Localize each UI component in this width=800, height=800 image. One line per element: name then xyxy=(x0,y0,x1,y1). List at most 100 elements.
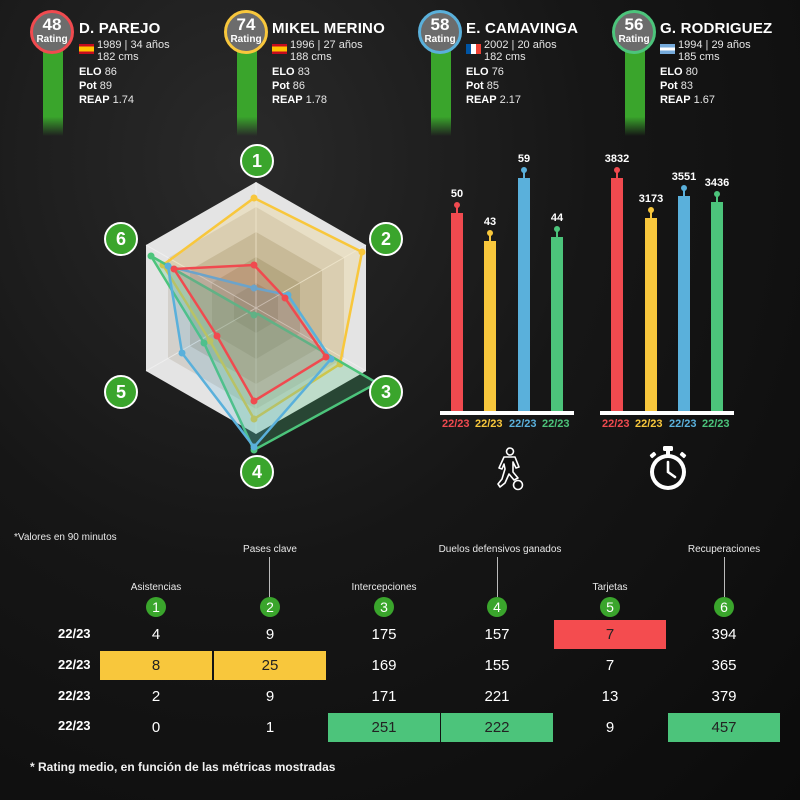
metric-2-badge: 2 xyxy=(260,597,280,617)
table-cell-highlight: 222 xyxy=(441,713,553,742)
player-name: D. PAREJO xyxy=(79,20,161,37)
table-cell-highlight: 251 xyxy=(328,713,440,742)
footer-note: * Rating medio, en función de las métric… xyxy=(30,760,336,774)
stopwatch-icon xyxy=(649,446,687,490)
connector-line xyxy=(497,557,498,597)
reap-stat: REAP 1.74 xyxy=(79,94,135,106)
table-cell: 9 xyxy=(605,719,615,736)
season-label: 22/23 xyxy=(635,418,663,430)
bar-value: 59 xyxy=(517,153,531,165)
table-cell-highlight: 8 xyxy=(100,651,212,680)
bar-value: 44 xyxy=(550,212,564,224)
rating-label: Rating xyxy=(36,34,68,45)
per90-note: *Valores en 90 minutos xyxy=(14,532,117,543)
rating-badge: 74 Rating xyxy=(224,10,268,54)
metric-3-badge: 3 xyxy=(374,597,394,617)
connector-line xyxy=(724,557,725,597)
metric-label-pases-clave: Pases clave xyxy=(243,544,297,555)
player-bio: 2002 | 20 años 182 cms xyxy=(484,39,557,63)
radar-axis-3-badge: 3 xyxy=(369,375,403,409)
rating-bar xyxy=(237,40,257,136)
radar-series-camavinga xyxy=(164,262,335,451)
x-axis-line xyxy=(600,411,734,415)
player-card-camavinga: 58 Rating E. CAMAVINGA 2002 | 20 años 182… xyxy=(418,0,608,140)
metric-4-badge: 4 xyxy=(487,597,507,617)
metric-6-badge: 6 xyxy=(714,597,734,617)
rating-label: Rating xyxy=(618,34,650,45)
rating-bar xyxy=(43,40,63,136)
table-cell: 1 xyxy=(265,719,275,736)
radar-axis-2-badge: 2 xyxy=(369,222,403,256)
table-cell: 171 xyxy=(371,688,397,705)
rating-value: 48 xyxy=(42,15,62,34)
season-label: 22/23 xyxy=(702,418,730,430)
pot-stat: Pot 83 xyxy=(660,80,694,92)
table-cell: 2 xyxy=(151,688,161,705)
table-cell: 365 xyxy=(711,657,737,674)
table-cell-highlight: 7 xyxy=(554,620,666,649)
rating-badge: 48 Rating xyxy=(30,10,74,54)
table-cell: 157 xyxy=(484,626,510,643)
season-label: 22/23 xyxy=(542,418,570,430)
reap-stat: REAP 1.67 xyxy=(660,94,716,106)
player-card-rodriguez: 56 Rating G. RODRIGUEZ 1994 | 29 años 185… xyxy=(612,0,800,140)
row-season: 22/23 xyxy=(58,657,91,672)
metric-label-tarjetas: Tarjetas xyxy=(592,582,628,593)
connector-line xyxy=(269,557,270,597)
radar-axis-4-badge: 4 xyxy=(240,455,274,489)
player-card-merino: 74 Rating MIKEL MERINO 1996 | 27 años 188… xyxy=(224,0,414,140)
table-cell: 379 xyxy=(711,688,737,705)
metric-label-recuperaciones: Recuperaciones xyxy=(687,544,761,555)
player-name: MIKEL MERINO xyxy=(272,20,385,37)
pot-stat: Pot 85 xyxy=(466,80,500,92)
rating-value: 56 xyxy=(624,15,644,34)
table-cell-highlight: 457 xyxy=(668,713,780,742)
elo-stat: ELO 76 xyxy=(466,66,504,78)
pot-stat: Pot 86 xyxy=(272,80,306,92)
rating-label: Rating xyxy=(424,34,456,45)
bar-camavinga xyxy=(518,178,530,411)
radar-series-parejo xyxy=(170,261,330,405)
metric-5-badge: 5 xyxy=(600,597,620,617)
bar-parejo xyxy=(611,178,623,411)
radar-chart xyxy=(145,182,381,454)
spain-flag-icon xyxy=(272,44,287,54)
metric-1-badge: 1 xyxy=(146,597,166,617)
table-cell: 394 xyxy=(711,626,737,643)
season-label: 22/23 xyxy=(475,418,503,430)
table-cell: 169 xyxy=(371,657,397,674)
bar-rodriguez xyxy=(551,237,563,411)
row-season: 22/23 xyxy=(58,688,91,703)
table-cell: 13 xyxy=(601,688,619,705)
elo-stat: ELO 83 xyxy=(272,66,310,78)
x-axis-line xyxy=(440,411,574,415)
radar-axis-1-badge: 1 xyxy=(240,144,274,178)
season-label: 22/23 xyxy=(602,418,630,430)
table-cell-highlight: 25 xyxy=(214,651,326,680)
radar-series-merino xyxy=(159,194,366,423)
table-cell: 4 xyxy=(151,626,161,643)
bar-parejo xyxy=(451,213,463,411)
table-cell: 7 xyxy=(605,657,615,674)
bar-value: 3436 xyxy=(704,177,730,189)
row-season: 22/23 xyxy=(58,626,91,641)
table-cell: 9 xyxy=(265,688,275,705)
reap-stat: REAP 2.17 xyxy=(466,94,522,106)
pot-stat: Pot 89 xyxy=(79,80,113,92)
bar-camavinga xyxy=(678,196,690,411)
bar-rodriguez xyxy=(711,202,723,411)
bar-value: 50 xyxy=(450,188,464,200)
player-name: E. CAMAVINGA xyxy=(466,20,579,37)
spain-flag-icon xyxy=(79,44,94,54)
metric-label-duelos: Duelos defensivos ganados xyxy=(438,544,562,555)
argentina-flag-icon xyxy=(660,44,675,54)
table-cell: 0 xyxy=(151,719,161,736)
france-flag-icon xyxy=(466,44,481,54)
bar-merino xyxy=(484,241,496,411)
season-label: 22/23 xyxy=(669,418,697,430)
rating-value: 58 xyxy=(430,15,450,34)
rating-bar xyxy=(625,40,645,136)
rating-bar xyxy=(431,40,451,136)
radar-axis-6-badge: 6 xyxy=(104,222,138,256)
metric-label-intercepciones: Intercepciones xyxy=(351,582,417,593)
